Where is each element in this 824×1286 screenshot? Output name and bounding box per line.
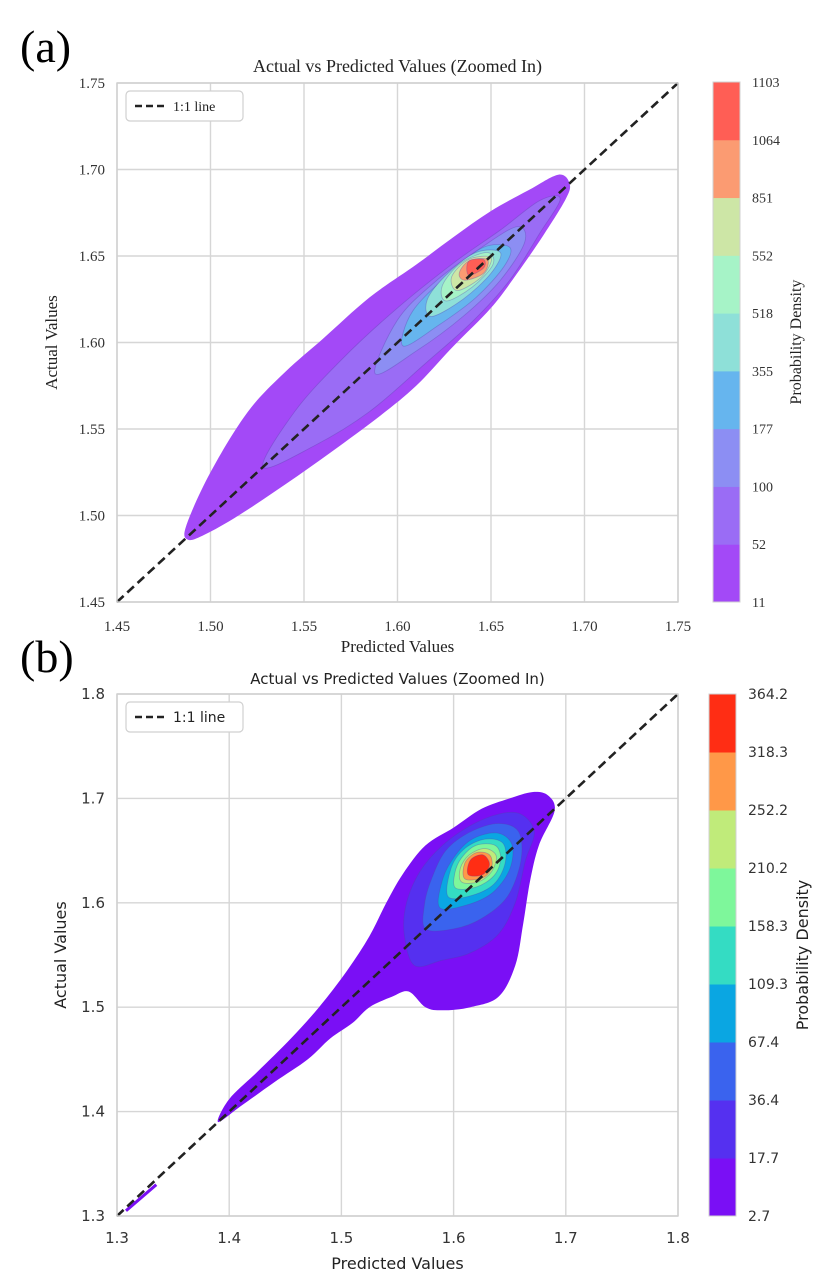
chart-a-colorbar: 11 52 100 177 355 518 552 851 1064 1103 Probabilit… xyxy=(712,76,805,611)
chart-b-colorbar-tick-label: 67.4 xyxy=(748,1035,779,1051)
chart-b-colorbar-tick-label: 210.2 xyxy=(748,861,788,877)
chart-b-colorbar-tick-label: 36.4 xyxy=(748,1093,779,1109)
chart-a-colorbar-segment-8 xyxy=(713,82,740,141)
chart-b-x-tick-label: 1.5 xyxy=(329,1229,353,1247)
chart-a-y-tick-label: 1.45 xyxy=(79,595,105,611)
chart-a-title: Actual vs Predicted Values (Zoomed In) xyxy=(253,56,542,77)
chart-a-x-tick-label: 1.45 xyxy=(104,619,130,635)
chart-b-colorbar-segment-5 xyxy=(709,868,736,927)
chart-a-y-tick-label: 1.70 xyxy=(79,163,105,179)
chart-a-x-tick-label: 1.60 xyxy=(384,619,410,635)
chart-a-colorbar-segment-3 xyxy=(713,370,740,430)
chart-a-x-tick-label: 1.75 xyxy=(665,619,691,635)
chart-a-colorbar-tick-label: 1103 xyxy=(752,76,779,91)
chart-a-x-axis-label: Predicted Values xyxy=(341,637,454,656)
chart-a-colorbar-segment-5 xyxy=(713,255,740,314)
chart-a-colorbar-segment-0 xyxy=(713,544,740,603)
chart-b-density-tail xyxy=(124,1183,158,1212)
chart-b-colorbar-tick-label: 158.3 xyxy=(748,919,788,935)
chart-a: (a) Actual vs Predicted Values (Zoomed In… xyxy=(20,21,805,656)
chart-a-legend-label: 1:1 line xyxy=(173,100,215,115)
chart-b-legend-box xyxy=(125,701,244,733)
chart-b-colorbar-segment-3 xyxy=(709,984,736,1043)
chart-a-colorbar-segment-2 xyxy=(713,428,740,487)
chart-b-colorbar-label: Probability Density xyxy=(793,880,812,1031)
chart-a-colorbar-tick-label: 177 xyxy=(752,423,773,438)
chart-b-x-tick-label: 1.6 xyxy=(442,1229,466,1247)
chart-b-y-tick-label: 1.7 xyxy=(81,789,105,807)
chart-a-y-tick-label: 1.55 xyxy=(79,422,105,438)
chart-b-y-axis-label: Actual Values xyxy=(51,901,70,1008)
chart-b-y-tick-label: 1.5 xyxy=(81,998,105,1016)
chart-a-reference-line xyxy=(116,82,679,603)
chart-a-x-tick-label: 1.70 xyxy=(571,619,597,635)
chart-b-colorbar-segment-6 xyxy=(709,810,736,869)
chart-a-colorbar-segment-1 xyxy=(713,486,740,545)
chart-a-colorbar-tick-label: 851 xyxy=(752,192,773,207)
chart-a-colorbar-segment-7 xyxy=(713,139,740,199)
chart-a-x-tick-label: 1.55 xyxy=(291,619,317,635)
chart-b-x-tick-label: 1.7 xyxy=(554,1229,578,1247)
chart-b-y-tick-label: 1.3 xyxy=(81,1207,105,1225)
chart-a-panel-label: (a) xyxy=(20,21,71,72)
chart-a-legend-box xyxy=(125,90,244,122)
chart-a-colorbar-tick-label: 552 xyxy=(752,249,773,264)
chart-a-colorbar-tick-label: 355 xyxy=(752,365,773,380)
chart-b-y-tick-label: 1.6 xyxy=(81,894,105,912)
chart-b-axes-frame xyxy=(116,693,679,1217)
chart-b-x-tick-label: 1.8 xyxy=(666,1229,690,1247)
chart-a-colorbar-tick-label: 1064 xyxy=(752,134,780,149)
chart-a-colorbar-segment-4 xyxy=(713,313,740,372)
chart-b-colorbar-segment-8 xyxy=(709,694,736,753)
chart-b-density-level-8 xyxy=(466,854,490,877)
chart-b-reference-line xyxy=(116,693,679,1217)
chart-b-colorbar-segment-1 xyxy=(709,1100,736,1159)
chart-b-title: Actual vs Predicted Values (Zoomed In) xyxy=(250,670,545,688)
chart-b-colorbar-segment-4 xyxy=(709,926,736,985)
chart-a-y-axis-label: Actual Values xyxy=(42,295,61,390)
chart-a-legend: 1:1 line xyxy=(125,90,244,122)
chart-a-colorbar-tick-label: 100 xyxy=(752,480,773,495)
chart-b-colorbar: 2.7 17.7 36.4 67.4 109.3 158.3 210.2 252.2 318.3… xyxy=(708,687,812,1225)
chart-a-x-tick-label: 1.65 xyxy=(478,619,504,635)
chart-b-colorbar-frame xyxy=(708,693,737,1217)
chart-a-y-tick-label: 1.75 xyxy=(79,76,105,92)
chart-b-x-tick-label: 1.3 xyxy=(105,1229,129,1247)
chart-a-y-tick-label: 1.65 xyxy=(79,249,105,265)
chart-b-colorbar-segment-7 xyxy=(709,752,736,811)
chart-b: (b) Actual vs Predicted Values (Zoomed In… xyxy=(20,631,812,1273)
chart-b-colorbar-tick-label: 252.2 xyxy=(748,803,788,819)
chart-a-colorbar-label: Probability Density xyxy=(788,280,805,405)
chart-a-density-level-8 xyxy=(466,258,486,276)
chart-a-colorbar-frame xyxy=(712,81,741,603)
chart-b-colorbar-segment-0 xyxy=(709,1158,736,1217)
chart-b-y-tick-label: 1.8 xyxy=(81,685,105,703)
chart-a-colorbar-tick-label: 11 xyxy=(752,596,765,611)
chart-b-colorbar-tick-label: 364.2 xyxy=(748,687,788,703)
chart-a-colorbar-segment-6 xyxy=(713,197,740,256)
chart-a-y-tick-label: 1.50 xyxy=(79,509,105,525)
chart-b-panel-label: (b) xyxy=(20,631,74,682)
chart-b-y-tick-label: 1.4 xyxy=(81,1103,105,1121)
chart-b-colorbar-tick-label: 2.7 xyxy=(748,1209,770,1225)
chart-a-y-tick-label: 1.60 xyxy=(79,336,105,352)
chart-b-colorbar-tick-label: 109.3 xyxy=(748,977,788,993)
chart-b-legend-label: 1:1 line xyxy=(173,710,225,726)
chart-a-colorbar-tick-label: 518 xyxy=(752,307,773,322)
chart-b-x-tick-label: 1.4 xyxy=(217,1229,241,1247)
chart-b-colorbar-tick-label: 318.3 xyxy=(748,745,788,761)
chart-b-x-axis-label: Predicted Values xyxy=(331,1254,463,1273)
chart-b-legend: 1:1 line xyxy=(125,701,244,733)
chart-a-colorbar-tick-label: 52 xyxy=(752,538,766,553)
chart-b-colorbar-segment-2 xyxy=(709,1042,736,1101)
chart-a-x-tick-label: 1.50 xyxy=(197,619,223,635)
chart-a-axes-frame xyxy=(116,82,679,603)
chart-b-colorbar-tick-label: 17.7 xyxy=(748,1151,779,1167)
